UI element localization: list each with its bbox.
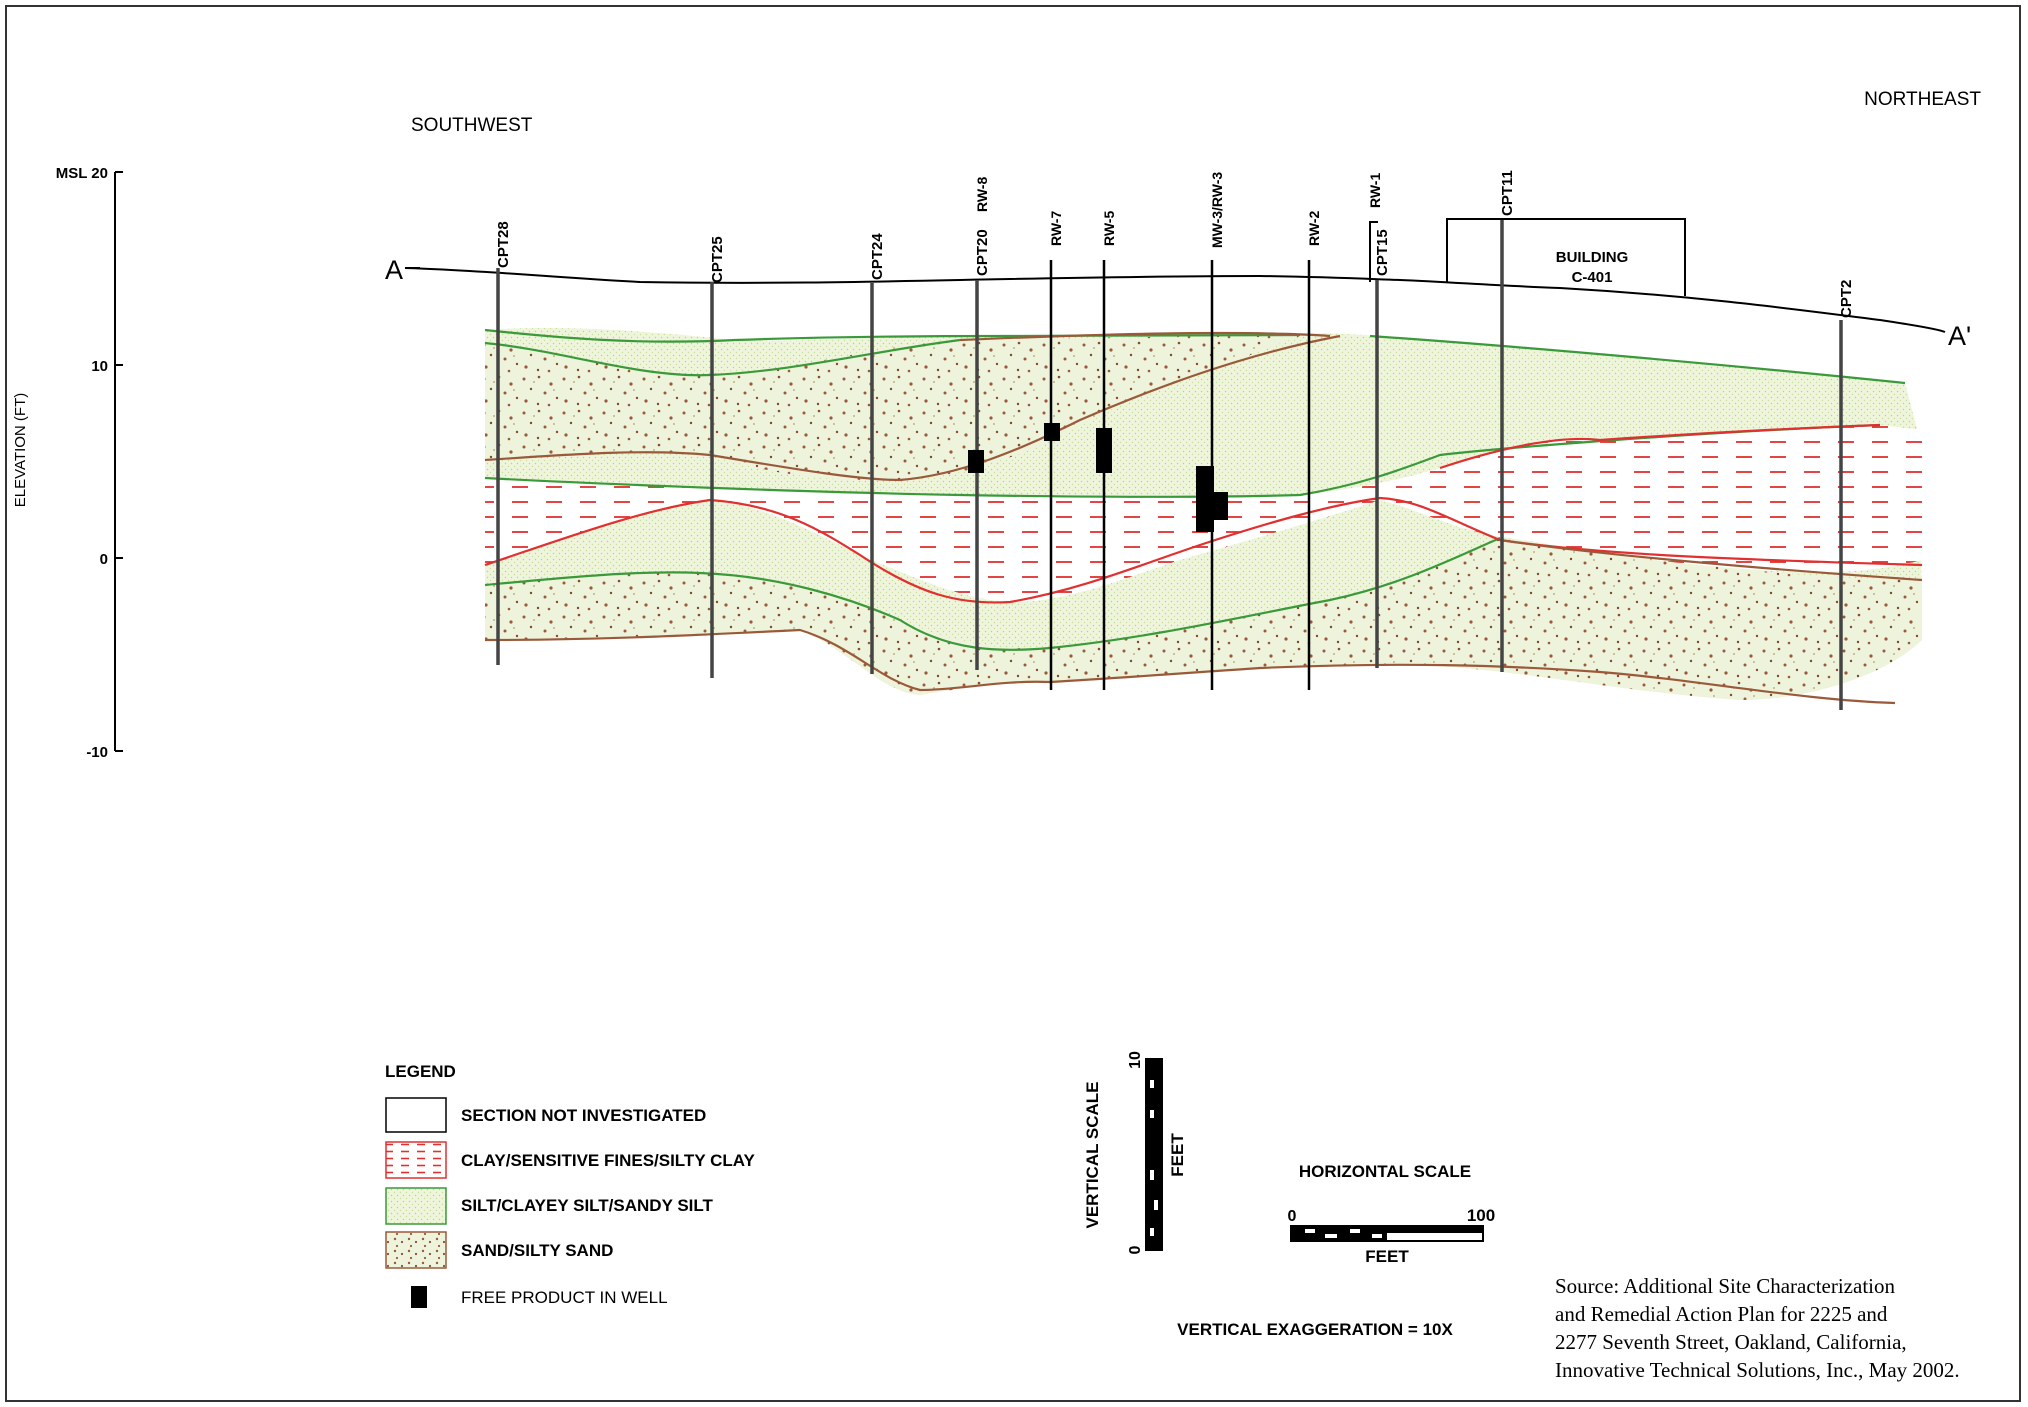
well-cpt11: CPT11 (1499, 170, 1516, 672)
vertical-scale: VERTICAL SCALE 10 0 FEET (1083, 1051, 1187, 1254)
legend-label: CLAY/SENSITIVE FINES/SILTY CLAY (461, 1151, 755, 1170)
legend-label: SILT/CLAYEY SILT/SANDY SILT (461, 1196, 714, 1215)
vertical-scale-unit: FEET (1168, 1133, 1187, 1177)
source-line: Source: Additional Site Characterization (1555, 1274, 1895, 1298)
legend-item-silt: SILT/CLAYEY SILT/SANDY SILT (385, 1187, 714, 1225)
building-label-line1: BUILDING (1556, 249, 1629, 266)
vertical-scale-max: 10 (1127, 1051, 1144, 1069)
well-rw-5: RW-5 (1101, 211, 1117, 690)
elevation-axis: MSL 20 10 0 -10 ELEVATION (FT) (12, 165, 123, 761)
well-label: CPT20 (974, 229, 991, 276)
section-end-label: A' (1948, 321, 1971, 351)
contact-lines (484, 328, 1923, 705)
building-label-line2: C-401 (1572, 269, 1613, 286)
axis-tick-label: -10 (86, 744, 108, 761)
well-label: CPT25 (709, 236, 726, 283)
well-cpt25: CPT25 (709, 236, 726, 678)
axis-tick-label: 10 (91, 358, 108, 375)
well-label: CPT15 (1374, 229, 1391, 276)
well-cpt15: CPT15 (1374, 229, 1391, 668)
well-label: MW-3/RW-3 (1209, 172, 1225, 248)
horizontal-scale-min: 0 (1288, 1208, 1297, 1225)
source-line: and Remedial Action Plan for 2225 and (1555, 1302, 1888, 1326)
legend-item-free-product: FREE PRODUCT IN WELL (411, 1286, 668, 1308)
sand-layer-lower (485, 538, 1922, 700)
well-label: CPT11 (1499, 170, 1516, 216)
well-label: CPT28 (495, 221, 512, 268)
legend-item-not-investigated: SECTION NOT INVESTIGATED (385, 1097, 706, 1133)
legend-label: SECTION NOT INVESTIGATED (461, 1106, 706, 1125)
legend-item-clay: CLAY/SENSITIVE FINES/SILTY CLAY (385, 1141, 755, 1179)
free-product-marker (1208, 492, 1228, 520)
vertical-exaggeration-note: VERTICAL EXAGGERATION = 10X (1177, 1320, 1453, 1339)
well-label: RW-2 (1306, 211, 1322, 246)
well-label: RW-5 (1101, 211, 1117, 246)
well-label: CPT24 (869, 233, 886, 280)
legend-label: FREE PRODUCT IN WELL (461, 1288, 668, 1307)
well-cpt20: CPT20 (974, 229, 991, 670)
horizontal-scale-unit: FEET (1365, 1247, 1409, 1266)
well-label: CPT2 (1838, 280, 1855, 318)
free-product-marker (968, 450, 984, 473)
ground-surface-line (404, 267, 1946, 333)
well-cpt28: CPT28 (495, 221, 512, 665)
well-rw-2: RW-2 (1306, 211, 1322, 690)
free-product-markers (968, 423, 1228, 532)
source-line: 2277 Seventh Street, Oakland, California… (1555, 1330, 1907, 1354)
legend-title: LEGEND (385, 1062, 456, 1081)
legend-label: SAND/SILTY SAND (461, 1241, 613, 1260)
horizontal-scale-max: 100 (1467, 1206, 1495, 1225)
well-cpt24: CPT24 (869, 233, 886, 674)
free-product-marker (1096, 428, 1112, 473)
free-product-marker (1044, 423, 1060, 441)
well-cpt2: CPT2 (1838, 280, 1855, 710)
vertical-scale-label: VERTICAL SCALE (1083, 1081, 1102, 1228)
vertical-scale-min: 0 (1127, 1245, 1144, 1254)
horizontal-scale-label: HORIZONTAL SCALE (1299, 1162, 1471, 1181)
legend: LEGEND SECTION NOT INVESTIGATED CLAY/SEN… (385, 1062, 755, 1308)
direction-northeast: NORTHEAST (1864, 89, 1981, 110)
section-start-label: A (385, 255, 403, 285)
building-c401: BUILDING C-401 (1446, 218, 1686, 296)
sand-layer-upper (485, 336, 1300, 480)
figure-frame (5, 5, 2021, 1402)
direction-southwest: SOUTHWEST (411, 115, 533, 136)
well-rw-7: RW-7 (1048, 211, 1064, 690)
well-label: RW-7 (1048, 211, 1064, 246)
well-label: RW-8 (974, 177, 990, 212)
axis-tick-label: 0 (100, 551, 108, 568)
well-label: RW-1 (1367, 173, 1383, 208)
source-line: Innovative Technical Solutions, Inc., Ma… (1555, 1358, 1960, 1382)
well-rw-8: RW-8 (974, 177, 990, 212)
source-note: Source: Additional Site Characterization… (1555, 1272, 2015, 1384)
horizontal-scale: HORIZONTAL SCALE 0 100 FEET (1288, 1162, 1496, 1266)
axis-tick-label: MSL 20 (56, 165, 108, 182)
legend-item-sand: SAND/SILTY SAND (385, 1231, 613, 1269)
axis-title: ELEVATION (FT) (12, 393, 29, 507)
well-rw-1: RW-1 (1367, 173, 1383, 282)
